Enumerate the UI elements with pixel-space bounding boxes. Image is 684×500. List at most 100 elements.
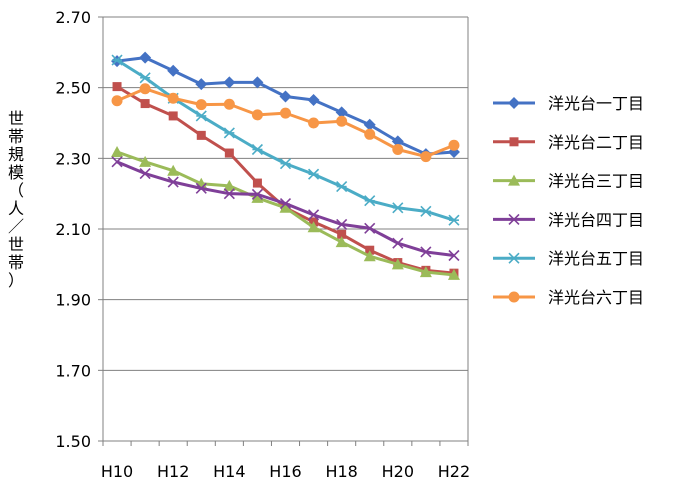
data-point — [420, 246, 432, 258]
data-point — [448, 214, 460, 226]
y-tick-label: 1.90 — [55, 291, 91, 310]
data-point — [336, 218, 348, 230]
data-point — [363, 118, 376, 131]
data-point — [251, 76, 264, 89]
marker-stroke — [195, 182, 207, 194]
series-line — [116, 150, 455, 277]
data-point — [251, 143, 263, 156]
data-point — [111, 95, 123, 107]
marker-stroke — [139, 167, 151, 180]
data-point — [335, 106, 348, 119]
data-point — [392, 202, 404, 214]
legend-item: 洋光台二丁目 — [493, 133, 644, 152]
marker-stroke — [251, 188, 263, 200]
data-point — [391, 258, 404, 270]
data-point — [167, 64, 180, 77]
data-point — [508, 213, 520, 225]
y-tick-label: 2.30 — [55, 149, 91, 168]
series-3 — [111, 145, 460, 280]
data-point — [195, 110, 207, 122]
marker-stroke — [111, 156, 123, 168]
data-point — [420, 151, 432, 163]
series-4 — [111, 156, 460, 262]
x-tick-label: H10 — [101, 462, 133, 481]
legend-label: 洋光台二丁目 — [548, 133, 644, 152]
data-point — [308, 117, 320, 129]
data-point — [111, 145, 124, 157]
marker-stroke — [167, 176, 179, 188]
data-point — [139, 51, 152, 64]
data-point — [392, 237, 404, 249]
data-point — [223, 127, 235, 139]
series-1 — [111, 51, 460, 161]
legend-label: 洋光台五丁目 — [548, 249, 644, 268]
x-tick-label: H16 — [269, 462, 301, 481]
data-point — [112, 82, 122, 92]
data-point — [363, 250, 376, 262]
data-point — [139, 155, 152, 167]
data-point — [167, 92, 179, 104]
data-point — [420, 205, 432, 217]
data-point — [139, 167, 151, 180]
y-tick-label: 1.50 — [55, 432, 91, 451]
series-6 — [111, 83, 460, 163]
y-axis-title: 世帯規模（人／世帯） — [8, 109, 24, 290]
data-point — [139, 83, 151, 95]
legend-item: 洋光台三丁目 — [493, 172, 644, 191]
data-point — [364, 222, 376, 234]
data-point — [252, 178, 262, 188]
data-point — [224, 148, 234, 158]
data-point — [279, 197, 292, 210]
x-tick-label: H20 — [382, 462, 414, 481]
data-point — [140, 99, 150, 109]
marker-stroke — [336, 218, 348, 230]
legend-item: 洋光台五丁目 — [493, 249, 644, 268]
y-tick-label: 2.50 — [55, 79, 91, 98]
data-point — [508, 174, 520, 186]
data-point — [508, 97, 520, 109]
marker-stroke — [364, 222, 376, 234]
data-point — [307, 94, 320, 107]
legend-label: 洋光台三丁目 — [548, 172, 644, 191]
marker-stroke — [308, 209, 320, 221]
data-point — [139, 72, 151, 84]
y-tick-label: 2.10 — [55, 220, 91, 239]
legend-item: 洋光台四丁目 — [493, 210, 644, 229]
data-point — [223, 76, 236, 89]
data-point — [391, 135, 404, 148]
x-tick-label: H12 — [157, 462, 189, 481]
marker-stroke — [223, 188, 235, 200]
marker-stroke — [420, 246, 432, 258]
data-point — [195, 78, 208, 91]
y-tick-label: 2.70 — [55, 8, 91, 27]
data-point — [335, 236, 348, 248]
data-point — [223, 188, 235, 200]
series-line — [116, 56, 455, 156]
legend-item: 洋光台一丁目 — [493, 94, 644, 113]
series-line — [116, 58, 455, 222]
data-point — [167, 164, 180, 176]
data-point — [251, 188, 263, 200]
data-point — [508, 291, 520, 303]
data-point — [307, 221, 320, 233]
data-point — [111, 54, 123, 66]
data-point — [448, 249, 460, 262]
data-point — [336, 181, 348, 193]
data-point — [280, 107, 291, 119]
data-point — [365, 245, 375, 255]
y-tick-label: 1.70 — [55, 361, 91, 380]
x-tick-label: H22 — [438, 462, 470, 481]
data-point — [279, 90, 292, 103]
data-point — [364, 128, 376, 140]
data-point — [509, 137, 519, 147]
data-point — [448, 139, 460, 151]
tick-labels: 1.50 1.70 1.90 2.10 2.30 2.50 2.70 H10 H12 H14 H16… — [55, 8, 470, 481]
data-point — [196, 130, 206, 140]
data-point — [392, 144, 404, 155]
data-point — [168, 111, 178, 121]
data-point — [167, 176, 179, 188]
data-point — [195, 99, 207, 111]
data-point — [337, 229, 347, 239]
